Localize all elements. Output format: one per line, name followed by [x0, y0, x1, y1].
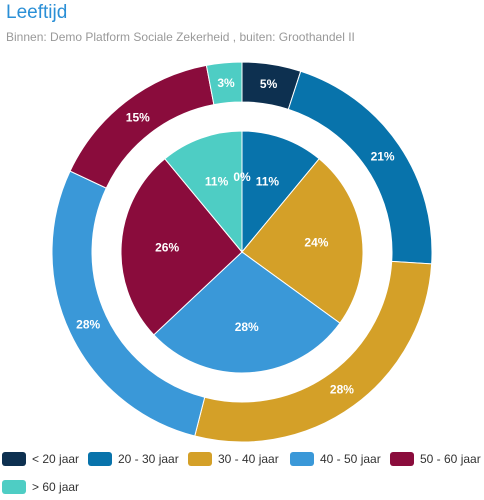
legend-label: 50 - 60 jaar: [420, 452, 481, 466]
legend-label: > 60 jaar: [32, 480, 80, 494]
legend-swatch: [290, 452, 314, 466]
outer-label-0: 5%: [260, 77, 278, 91]
legend-label: < 20 jaar: [32, 452, 80, 466]
legend-swatch: [88, 452, 112, 466]
inner-slice-3[interactable]: [153, 251, 341, 374]
legend-swatch: [188, 452, 212, 466]
inner-label-2: 24%: [304, 236, 328, 250]
legend-swatch: [2, 480, 26, 494]
legend-item-2[interactable]: 30 - 40 jaar: [188, 452, 279, 466]
donut-chart: 0% 11% 24% 28% 26% 11% 5% 21% 28% 28% 15% 3%: [51, 61, 433, 443]
inner-label-4: 26%: [155, 240, 179, 254]
chart-subtitle: Binnen: Demo Platform Sociale Zekerheid …: [6, 30, 355, 44]
inner-slice-2[interactable]: [241, 158, 364, 324]
legend-swatch: [390, 452, 414, 466]
outer-label-5: 3%: [217, 76, 235, 90]
legend-item-3[interactable]: 40 - 50 jaar: [290, 452, 381, 466]
legend-label: 30 - 40 jaar: [218, 452, 279, 466]
legend-item-4[interactable]: 50 - 60 jaar: [390, 452, 481, 466]
legend-item-0[interactable]: < 20 jaar: [2, 452, 79, 466]
chart-title: Leeftijd: [6, 2, 68, 23]
inner-slice-4[interactable]: [120, 158, 243, 336]
inner-label-5: 11%: [205, 174, 229, 188]
legend-item-1[interactable]: 20 - 30 jaar: [88, 452, 179, 466]
inner-label-3: 28%: [235, 320, 259, 334]
inner-slice-5[interactable]: [164, 130, 243, 254]
legend-label: 40 - 50 jaar: [320, 452, 381, 466]
legend-label: 20 - 30 jaar: [118, 452, 179, 466]
outer-label-1: 21%: [371, 149, 395, 163]
inner-label-1: 11%: [256, 174, 280, 188]
legend-swatch: [2, 452, 26, 466]
outer-label-3: 28%: [76, 317, 100, 331]
outer-slice-5[interactable]: [205, 61, 243, 106]
legend-item-5[interactable]: > 60 jaar: [2, 480, 79, 494]
inner-slice-1[interactable]: [241, 130, 320, 254]
outer-label-4: 15%: [126, 111, 150, 125]
inner-label-0: 0%: [233, 170, 251, 184]
outer-label-2: 28%: [330, 383, 354, 397]
